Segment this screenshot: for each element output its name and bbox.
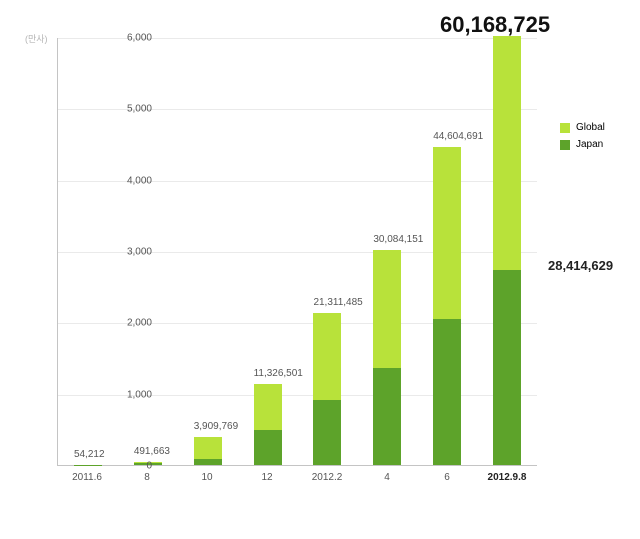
x-tick-label: 2012.2 bbox=[297, 472, 357, 483]
x-tick-label: 2011.6 bbox=[57, 472, 117, 483]
bar-segment-global bbox=[254, 384, 282, 430]
bar-segment-global bbox=[313, 313, 341, 400]
bar-column: 21,311,485 bbox=[298, 313, 358, 465]
x-tick-label: 8 bbox=[117, 472, 177, 483]
bar-segment-japan bbox=[254, 430, 282, 465]
legend-label-japan: Japan bbox=[576, 139, 603, 150]
bar-column: 30,084,151 bbox=[357, 250, 417, 465]
callout-total: 60,168,725 bbox=[440, 12, 550, 38]
y-tick-label: 6,000 bbox=[127, 33, 152, 44]
callout-japan: 28,414,629 bbox=[548, 258, 613, 273]
y-tick-label: 0 bbox=[146, 461, 152, 472]
x-tick-label: 2012.9.8 bbox=[477, 472, 537, 483]
bar-value-label: 54,212 bbox=[74, 449, 105, 460]
bar-column: 44,604,691 bbox=[417, 147, 477, 465]
bar-segment-japan bbox=[313, 400, 341, 465]
bar-value-label: 11,326,501 bbox=[254, 368, 303, 379]
bar-value-label: 3,909,769 bbox=[194, 421, 239, 432]
legend-label-global: Global bbox=[576, 122, 605, 133]
bar-value-label: 44,604,691 bbox=[433, 131, 483, 142]
x-labels: 2011.6810122012.2462012.9.8 bbox=[57, 472, 537, 483]
y-axis-unit: (만사) bbox=[25, 32, 48, 45]
chart-container: (만사) 60,168,725 28,414,629 Global Japan … bbox=[0, 0, 640, 539]
legend: Global Japan bbox=[560, 122, 605, 156]
bar-segment-global bbox=[194, 437, 222, 459]
bar-segment-global bbox=[433, 147, 461, 320]
x-tick-label: 6 bbox=[417, 472, 477, 483]
y-tick-label: 1,000 bbox=[127, 389, 152, 400]
bar-value-label: 491,663 bbox=[134, 446, 170, 457]
bar-segment-global bbox=[493, 36, 521, 270]
y-tick-label: 4,000 bbox=[127, 175, 152, 186]
bar-value-label: 21,311,485 bbox=[313, 297, 362, 308]
x-tick-label: 10 bbox=[177, 472, 237, 483]
y-tick-label: 2,000 bbox=[127, 318, 152, 329]
bar-segment-japan bbox=[373, 368, 401, 465]
legend-swatch-global bbox=[560, 123, 570, 133]
bar-column: 3,909,769 bbox=[178, 437, 238, 465]
bar-segment-global bbox=[373, 250, 401, 368]
x-tick-label: 12 bbox=[237, 472, 297, 483]
bar-value-label: 30,084,151 bbox=[373, 234, 423, 245]
legend-swatch-japan bbox=[560, 140, 570, 150]
legend-item-global: Global bbox=[560, 122, 605, 133]
bar-segment-japan bbox=[194, 459, 222, 465]
y-tick-label: 3,000 bbox=[127, 247, 152, 258]
bar-column bbox=[477, 36, 537, 465]
legend-item-japan: Japan bbox=[560, 139, 605, 150]
bar-column: 11,326,501 bbox=[238, 384, 298, 465]
y-tick-label: 5,000 bbox=[127, 104, 152, 115]
x-tick-label: 4 bbox=[357, 472, 417, 483]
bar-segment-japan bbox=[433, 319, 461, 465]
bar-segment-japan bbox=[493, 270, 521, 465]
